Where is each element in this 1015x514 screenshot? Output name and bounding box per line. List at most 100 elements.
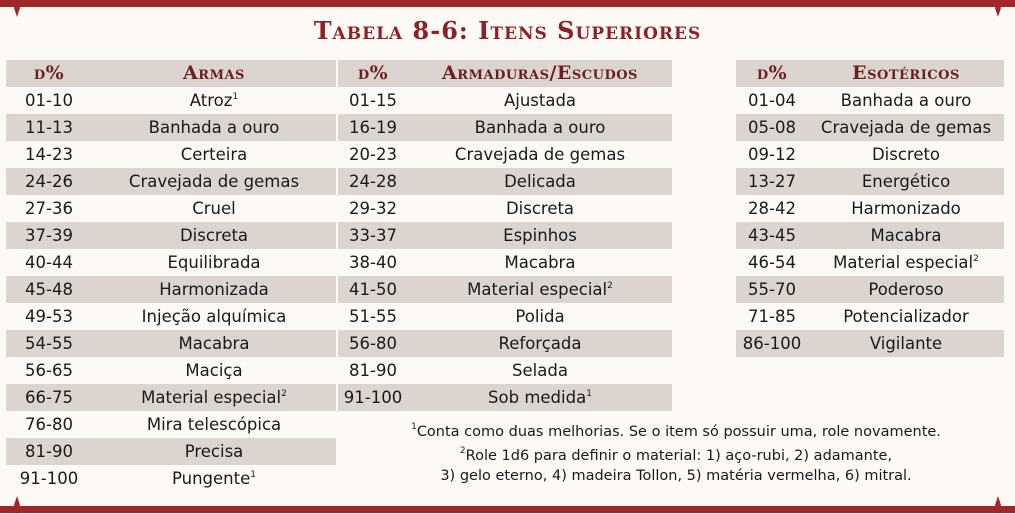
table-row: 11-13 Banhada a ouro — [6, 114, 336, 141]
roll-cell: 76-80 — [25, 415, 73, 434]
roll-cell: 81-90 — [25, 442, 73, 461]
roll-cell: 20-23 — [349, 145, 397, 164]
table-row: 09-12 Discreto — [736, 141, 1004, 168]
table-row: 01-04 Banhada a ouro — [736, 87, 1004, 114]
table-row: 24-26 Cravejada de gemas — [6, 168, 336, 195]
item-cell: Material especial2 — [92, 384, 336, 411]
table-row: 37-39 Discreta — [6, 222, 336, 249]
footnote-2: 2Role 1d6 para definir o material: 1) aç… — [338, 446, 1014, 466]
roll-cell: 01-10 — [25, 91, 73, 110]
item-cell: Sob medida1 — [408, 384, 672, 411]
item-name: Injeção alquímica — [141, 307, 287, 326]
item-name: Material especial — [141, 388, 282, 407]
table-row: 51-55 Polida — [338, 303, 672, 330]
name-header: Esotéricos — [852, 62, 960, 84]
roll-cell: 55-70 — [748, 280, 796, 299]
bottom-border — [0, 506, 1015, 513]
roll-cell: 37-39 — [25, 226, 73, 245]
table-row: 13-27 Energético — [736, 168, 1004, 195]
item-name: Cravejada de gemas — [128, 172, 300, 191]
table-row: 24-28 Delicada — [338, 168, 672, 195]
roll-cell: 11-13 — [25, 118, 73, 137]
esotericos-column: d% Esotéricos 01-04 Banhada a ouro 05-08 Crav… — [736, 60, 1004, 357]
table-row: 56-80 Reforçada — [338, 330, 672, 357]
armaduras-column: d% Armaduras/Escudos 01-15 Ajustada 16-19 Ban… — [338, 60, 672, 411]
item-name: Polida — [515, 307, 565, 326]
table-row: 91-100 Sob medida1 — [338, 384, 672, 411]
table-row: 45-48 Harmonizada — [6, 276, 336, 303]
esotericos-header-row: d% Esotéricos — [736, 60, 1004, 87]
item-name: Banhada a ouro — [840, 91, 972, 110]
item-cell: Potencializador — [808, 303, 1004, 330]
item-name: Mira telescópica — [146, 415, 282, 434]
item-cell: Energético — [808, 168, 1004, 195]
table-row: 20-23 Cravejada de gemas — [338, 141, 672, 168]
footnote-mark: 2 — [607, 281, 613, 291]
item-name: Material especial — [467, 280, 608, 299]
table-row: 81-90 Selada — [338, 357, 672, 384]
table-row: 28-42 Harmonizado — [736, 195, 1004, 222]
roll-cell: 29-32 — [349, 199, 397, 218]
item-cell: Cravejada de gemas — [408, 141, 672, 168]
item-name: Cravejada de gemas — [820, 118, 992, 137]
item-name: Macabra — [870, 226, 942, 245]
item-name: Banhada a ouro — [474, 118, 606, 137]
roll-cell: 71-85 — [748, 307, 796, 326]
table-row: 76-80 Mira telescópica — [6, 411, 336, 438]
armas-header-row: d% Armas — [6, 60, 336, 87]
item-name: Selada — [512, 361, 568, 380]
table-row: 43-45 Macabra — [736, 222, 1004, 249]
footnote-1-text: Conta como duas melhorias. Se o item só … — [416, 424, 941, 440]
roll-cell: 86-100 — [742, 334, 802, 353]
table-row: 71-85 Potencializador — [736, 303, 1004, 330]
footnote-mark: 1 — [411, 422, 417, 432]
roll-cell: 14-23 — [25, 145, 73, 164]
roll-cell: 24-28 — [349, 172, 397, 191]
table-row: 01-10 Atroz1 — [6, 87, 336, 114]
item-name: Reforçada — [498, 334, 582, 353]
table-row: 81-90 Precisa — [6, 438, 336, 465]
item-cell: Discreta — [408, 195, 672, 222]
table-row: 14-23 Certeira — [6, 141, 336, 168]
top-border — [0, 0, 1015, 7]
armaduras-header-row: d% Armaduras/Escudos — [338, 60, 672, 87]
item-name: Discreta — [179, 226, 249, 245]
footnote-mark: 1 — [250, 470, 256, 480]
item-name: Macabra — [504, 253, 576, 272]
footnote-2-line2: 3) gelo eterno, 4) madeira Tollon, 5) ma… — [440, 468, 912, 484]
item-name: Harmonizada — [159, 280, 269, 299]
table-row: 66-75 Material especial2 — [6, 384, 336, 411]
name-header: Armaduras/Escudos — [442, 62, 638, 84]
footnote-mark: 1 — [232, 92, 239, 102]
item-name: Precisa — [184, 442, 244, 461]
table-row: 16-19 Banhada a ouro — [338, 114, 672, 141]
table-row: 56-65 Maciça — [6, 357, 336, 384]
roll-cell: 56-65 — [25, 361, 73, 380]
item-name: Harmonizado — [851, 199, 961, 218]
item-name: Sob medida — [488, 388, 587, 407]
item-name: Maciça — [185, 361, 243, 380]
item-name: Atroz — [189, 91, 233, 110]
item-cell: Macabra — [92, 330, 336, 357]
roll-cell: 54-55 — [25, 334, 73, 353]
roll-cell: 43-45 — [748, 226, 796, 245]
roll-cell: 81-90 — [349, 361, 397, 380]
roll-cell: 41-50 — [349, 280, 397, 299]
roll-cell: 40-44 — [25, 253, 73, 272]
roll-header: d% — [33, 62, 65, 84]
item-name: Macabra — [178, 334, 250, 353]
item-cell: Selada — [408, 357, 672, 384]
table-row: 38-40 Macabra — [338, 249, 672, 276]
item-cell: Cravejada de gemas — [92, 168, 336, 195]
table-row: 55-70 Poderoso — [736, 276, 1004, 303]
footnotes: 1Conta como duas melhorias. Se o item só… — [338, 422, 1014, 486]
table-row: 05-08 Cravejada de gemas — [736, 114, 1004, 141]
table-row: 49-53 Injeção alquímica — [6, 303, 336, 330]
item-name: Vigilante — [869, 334, 943, 353]
name-header: Armas — [183, 62, 245, 84]
item-name: Energético — [861, 172, 951, 191]
table-row: 86-100 Vigilante — [736, 330, 1004, 357]
item-name: Material especial — [833, 253, 974, 272]
footnote-mark: 2 — [459, 446, 466, 456]
item-name: Equilibrada — [167, 253, 261, 272]
